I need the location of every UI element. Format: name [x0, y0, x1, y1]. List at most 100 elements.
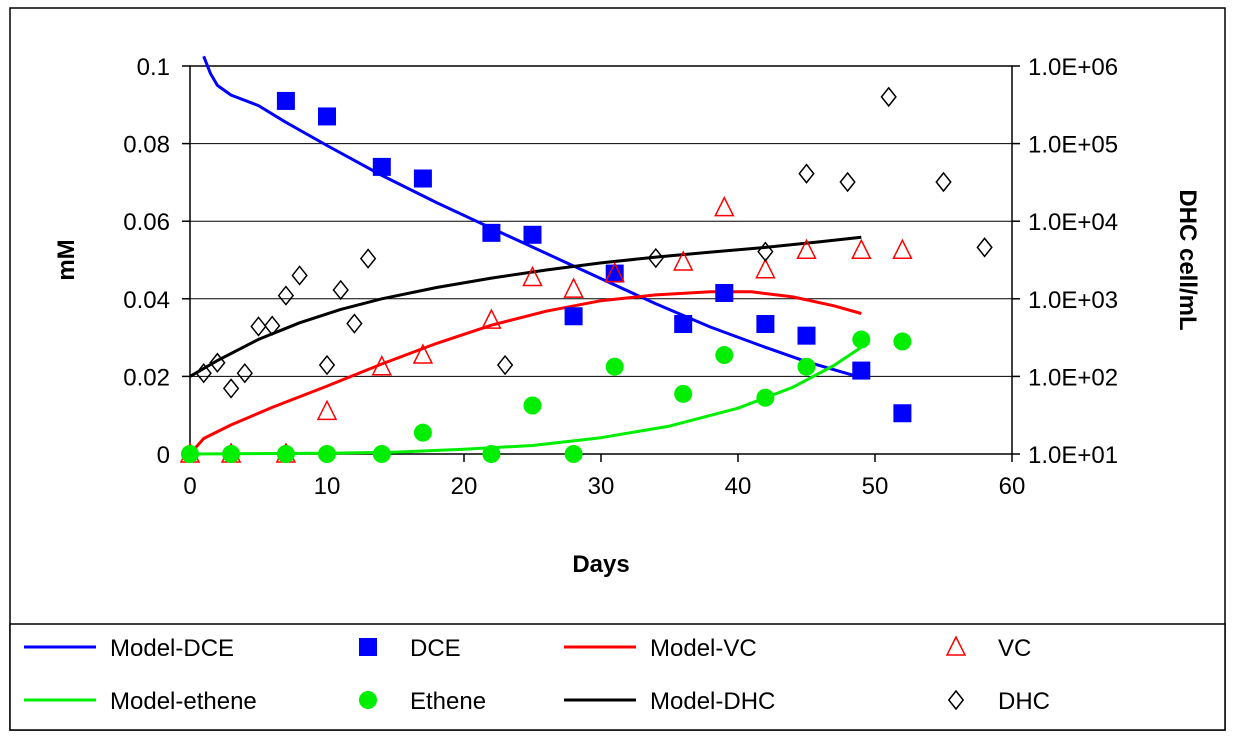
legend-swatch-dhc: [947, 689, 965, 711]
y-axis-title: mM: [53, 239, 80, 280]
data-point-dce: [674, 315, 693, 334]
y2-tick-label: 1.0E+01: [1028, 442, 1118, 469]
y-tick-label: 0.1: [137, 54, 170, 81]
data-point-dce: [482, 223, 501, 242]
x-tick-label: 20: [451, 473, 478, 500]
y-tick-label: 0.02: [123, 364, 170, 391]
y-tick-label: 0.06: [123, 209, 170, 236]
data-point-dhc: [757, 241, 774, 262]
data-point-ethene: [852, 330, 871, 349]
data-point-dce: [797, 326, 816, 345]
data-point-ethene: [181, 445, 199, 463]
data-point-dhc: [798, 163, 815, 184]
legend-label-dce: DCE: [410, 635, 461, 662]
data-point-dhc: [318, 354, 336, 376]
data-point-dhc: [359, 248, 377, 269]
data-point-vc: [755, 258, 776, 279]
data-point-dce: [715, 283, 734, 302]
data-point-dhc: [195, 362, 212, 384]
markers-layer: [179, 86, 993, 463]
legend-swatch-vc: [945, 635, 967, 656]
data-point-dhc: [222, 378, 240, 399]
data-point-ethene: [413, 423, 432, 442]
legend-swatch-dce: [359, 638, 377, 656]
series-line-model-vc: [188, 290, 862, 455]
data-point-dce: [372, 157, 391, 176]
data-point-ethene: [797, 357, 816, 376]
data-point-ethene: [605, 357, 624, 376]
data-point-dce: [523, 225, 542, 244]
data-point-ethene: [674, 384, 693, 403]
legend-label-vc: VC: [998, 635, 1031, 662]
data-point-dhc: [277, 285, 295, 306]
x-tick-label: 10: [314, 473, 341, 500]
data-point-dce: [605, 264, 624, 283]
data-point-ethene: [482, 445, 501, 463]
y2-tick-label: 1.0E+06: [1028, 54, 1118, 81]
data-point-ethene: [756, 388, 775, 407]
y2-axis-title: DHC cell/mL: [1174, 189, 1201, 330]
data-point-dhc: [264, 315, 281, 336]
plot-area: [189, 65, 1013, 455]
legend-swatch-ethene: [359, 691, 377, 709]
y2-tick-label: 1.0E+04: [1028, 209, 1118, 236]
data-point-vc: [796, 238, 817, 260]
data-point-dce: [893, 404, 912, 423]
y-tick-label: 0.04: [123, 287, 170, 314]
y-tick-label: 0.08: [123, 132, 170, 159]
data-point-vc: [604, 261, 625, 283]
legend-label-model-vc: Model-VC: [650, 635, 757, 662]
y2-tick-label: 1.0E+02: [1028, 364, 1118, 391]
data-point-dce: [413, 169, 432, 188]
data-point-vc: [371, 355, 393, 376]
x-axis-title: Days: [572, 551, 629, 578]
data-point-dhc: [291, 265, 308, 286]
y-tick-label: 0: [157, 442, 170, 469]
data-point-dhc: [839, 171, 856, 193]
data-point-dhc: [647, 247, 664, 269]
y2-tick-label: 1.0E+03: [1028, 287, 1118, 314]
data-point-ethene: [715, 346, 734, 365]
data-point-dce: [756, 315, 775, 334]
x-tick-label: 40: [725, 473, 752, 500]
legend-box: [9, 623, 1226, 731]
grid-layer: [190, 143, 1012, 377]
data-point-vc: [522, 265, 543, 287]
data-point-dce: [318, 107, 336, 126]
data-point-vc: [316, 399, 338, 421]
data-point-dhc: [496, 354, 514, 376]
series-line-model-dce: [202, 55, 862, 380]
data-point-vc: [851, 238, 872, 260]
data-point-vc: [563, 277, 584, 298]
data-point-vc: [412, 343, 434, 364]
legend: Model-DCE DCE Model-VC VC Model-ethene Ethene…: [24, 635, 1050, 715]
data-point-ethene: [318, 445, 336, 463]
data-point-dhc: [332, 279, 349, 301]
legend-label-model-ethene: Model-ethene: [110, 688, 257, 715]
data-point-vc: [672, 250, 694, 271]
data-point-dhc: [935, 171, 952, 193]
data-point-dce: [564, 307, 583, 326]
data-point-ethene: [222, 445, 241, 463]
data-point-ethene: [523, 396, 542, 415]
data-point-vc: [481, 308, 502, 329]
x-tick-label: 60: [999, 473, 1026, 500]
x-tick-label: 50: [862, 473, 889, 500]
y2-tick-label: 1.0E+05: [1028, 132, 1118, 159]
legend-label-ethene: Ethene: [410, 688, 486, 715]
data-point-dce: [276, 91, 295, 110]
data-point-dhc: [976, 237, 993, 258]
data-point-dce: [852, 361, 871, 380]
data-point-dhc: [346, 313, 363, 334]
data-point-dhc: [880, 86, 897, 108]
data-point-dhc: [236, 362, 253, 384]
x-tick-label: 0: [183, 473, 196, 500]
data-point-ethene: [372, 445, 391, 463]
axes-layer: 0 0.02 0.04 0.06 0.08 0.1 1.0E+01 1.0E+02 1.0E+0…: [123, 54, 1118, 500]
data-point-ethene: [893, 332, 912, 351]
legend-label-dhc: DHC: [998, 688, 1050, 715]
data-point-ethene: [276, 445, 295, 463]
data-point-vc: [892, 238, 913, 260]
